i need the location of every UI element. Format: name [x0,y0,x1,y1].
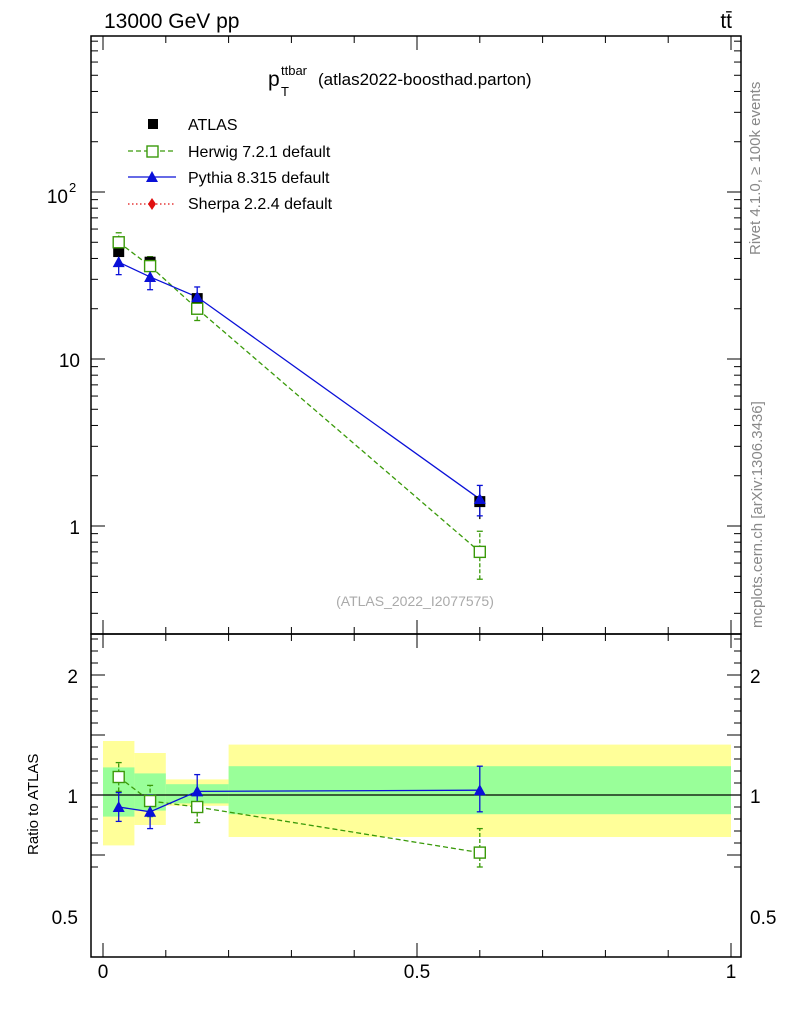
ytick-label-10: 10 [59,351,80,372]
herwig-point-2 [190,302,204,315]
pythia-point-1 [144,270,157,282]
legend: ATLAS Herwig 7.2.1 default Pythia 8.315 … [128,117,333,213]
herwig-ratio-line [118,776,480,854]
legend-entry-pythia: Pythia 8.315 default [128,170,330,187]
herwig-point-3 [473,545,486,559]
herwig-ratio-point-3 [473,846,486,859]
herwig-point-1 [143,259,157,273]
herwig-point-0 [112,236,125,249]
pythia-ratio-point-3 [473,784,486,796]
legend-label-atlas: ATLAS [188,117,238,134]
rivet-label: Rivet 4.1.0, ≥ 100k events [747,82,764,255]
legend-label-sherpa: Sherpa 2.2.4 default [188,196,333,213]
ratio-ytick-label-1-right: 1 [750,787,761,808]
legend-label-herwig: Herwig 7.2.1 default [188,144,331,161]
herwig-ratio-point-0 [112,770,125,784]
legend-marker-sherpa [148,198,156,210]
mcplots-label: mcplots.cern.ch [arXiv:1306.3436] [749,401,766,628]
title-main: p [268,68,280,91]
atlas-point-0 [113,246,125,258]
xtick-label-0: 0 [98,962,109,983]
analysis-watermark: (ATLAS_2022_I2077575) [336,593,494,609]
legend-marker-herwig [146,145,159,158]
ratio-ylabel: Ratio to ATLAS [25,754,42,855]
xtick-label-1: 1 [726,962,737,983]
herwig-line [118,241,481,553]
legend-label-pythia: Pythia 8.315 default [188,170,330,187]
process-label: tt̄ [720,10,732,33]
legend-entry-herwig: Herwig 7.2.1 default [128,144,331,161]
ratio-ytick-label-2: 2 [67,667,78,688]
title-subscript: T [281,84,289,99]
energy-label: 13000 GeV pp [104,10,239,33]
pythia-ratio-point-1 [144,805,157,817]
pythia-point-0 [112,256,125,268]
herwig-ratio-point-1 [143,794,157,808]
ratio-ytick-labels-left: 2 1 0.5 [52,667,78,929]
title-superscript: ttbar [281,63,308,78]
pythia-point-3 [473,493,486,505]
main-ytick-labels: 1 10 10 2 [47,180,80,539]
legend-entry-atlas: ATLAS [148,117,238,134]
xtick-labels: 0 0.5 1 [98,962,737,983]
pythia-line [118,261,481,500]
ratio-ytick-label-2-right: 2 [750,667,761,688]
legend-marker-pythia [146,171,158,182]
legend-entry-sherpa: Sherpa 2.2.4 default [128,196,333,213]
ratio-ytick-label-1: 1 [67,787,78,808]
pythia-ratio-line [118,789,480,813]
legend-marker-atlas [148,119,158,129]
ytick-label-100-exponent: 2 [69,180,76,195]
pythia-ratio-point-2 [191,785,204,797]
title-suffix: (atlas2022-boosthad.parton) [318,70,532,89]
herwig-ratio-point-2 [190,800,204,814]
pythia-ratio-point-0 [112,801,125,812]
pythia-point-2 [191,291,204,303]
ratio-ytick-label-0.5-right: 0.5 [750,908,776,929]
chart-title: p ttbar T (atlas2022-boosthad.parton) [268,63,532,99]
ytick-label-1: 1 [69,518,80,539]
ratio-ytick-labels-right: 2 1 0.5 [750,667,776,929]
ytick-label-100: 10 [47,187,68,208]
ratio-ytick-label-0.5: 0.5 [52,908,78,929]
xtick-label-0.5: 0.5 [404,962,430,983]
data-series [112,232,486,868]
